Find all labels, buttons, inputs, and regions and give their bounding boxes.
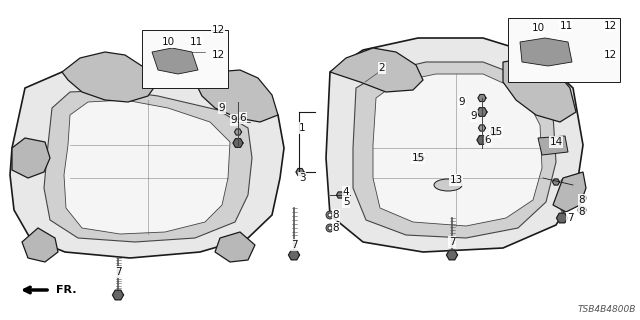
Polygon shape [477, 108, 487, 116]
Text: 13: 13 [449, 175, 463, 185]
Text: 14: 14 [549, 137, 563, 147]
Text: 7: 7 [291, 240, 298, 250]
Polygon shape [508, 18, 620, 82]
Polygon shape [62, 52, 158, 102]
Polygon shape [552, 179, 559, 185]
Polygon shape [503, 58, 576, 122]
Text: 10: 10 [531, 23, 545, 33]
Polygon shape [195, 70, 278, 122]
Text: 5: 5 [342, 197, 349, 207]
Text: 12: 12 [211, 25, 225, 35]
Circle shape [580, 208, 584, 212]
Polygon shape [326, 38, 583, 252]
Text: 2: 2 [379, 63, 385, 73]
Polygon shape [113, 290, 124, 300]
Text: 12: 12 [604, 50, 616, 60]
Text: 7: 7 [566, 213, 573, 223]
Polygon shape [233, 139, 243, 147]
Polygon shape [553, 172, 586, 212]
Text: 10: 10 [161, 37, 175, 47]
Polygon shape [142, 30, 228, 88]
Polygon shape [152, 48, 198, 74]
Polygon shape [204, 65, 212, 71]
Polygon shape [203, 48, 213, 56]
Polygon shape [538, 136, 568, 155]
Text: FR.: FR. [56, 285, 77, 295]
Text: 9: 9 [470, 111, 477, 121]
Text: 6: 6 [484, 135, 492, 145]
Text: 7: 7 [115, 267, 122, 277]
Text: 12: 12 [604, 21, 616, 31]
Text: 11: 11 [189, 37, 203, 47]
Text: 9: 9 [459, 97, 465, 107]
Polygon shape [596, 37, 604, 43]
Ellipse shape [434, 179, 462, 191]
Polygon shape [234, 99, 242, 106]
Circle shape [328, 226, 332, 230]
Polygon shape [477, 136, 487, 144]
Polygon shape [557, 213, 568, 223]
Polygon shape [416, 155, 424, 162]
Circle shape [328, 213, 332, 217]
Polygon shape [490, 129, 497, 135]
Text: 1: 1 [299, 123, 305, 133]
Polygon shape [588, 52, 596, 60]
Circle shape [578, 206, 586, 214]
Polygon shape [330, 48, 423, 92]
Polygon shape [44, 90, 252, 242]
Text: 8: 8 [579, 195, 586, 205]
Polygon shape [296, 169, 304, 175]
Polygon shape [580, 34, 590, 42]
Polygon shape [215, 232, 255, 262]
Text: 8: 8 [579, 207, 586, 217]
Polygon shape [12, 138, 50, 178]
Polygon shape [479, 125, 486, 131]
Text: 4: 4 [342, 187, 349, 197]
Polygon shape [233, 111, 243, 119]
Text: 9: 9 [219, 103, 225, 113]
Polygon shape [10, 68, 284, 258]
Polygon shape [353, 62, 556, 238]
Polygon shape [520, 38, 572, 66]
Polygon shape [478, 94, 486, 101]
Polygon shape [22, 228, 58, 262]
Text: 8: 8 [333, 223, 339, 233]
Polygon shape [337, 192, 344, 198]
Polygon shape [447, 250, 458, 260]
Text: 12: 12 [211, 50, 225, 60]
Text: 6: 6 [240, 113, 246, 123]
Circle shape [326, 224, 334, 232]
Circle shape [578, 194, 586, 202]
Text: 7: 7 [449, 237, 455, 247]
Text: 15: 15 [490, 127, 502, 137]
Polygon shape [289, 250, 300, 260]
Polygon shape [64, 100, 230, 234]
Circle shape [326, 211, 334, 219]
Circle shape [580, 196, 584, 200]
Text: 11: 11 [559, 21, 573, 31]
Polygon shape [234, 129, 241, 135]
Text: 3: 3 [299, 173, 305, 183]
Text: 15: 15 [412, 153, 424, 163]
Polygon shape [373, 74, 542, 226]
Text: 9: 9 [230, 115, 237, 125]
Text: 8: 8 [333, 210, 339, 220]
Text: TSB4B4800B: TSB4B4800B [578, 305, 636, 314]
